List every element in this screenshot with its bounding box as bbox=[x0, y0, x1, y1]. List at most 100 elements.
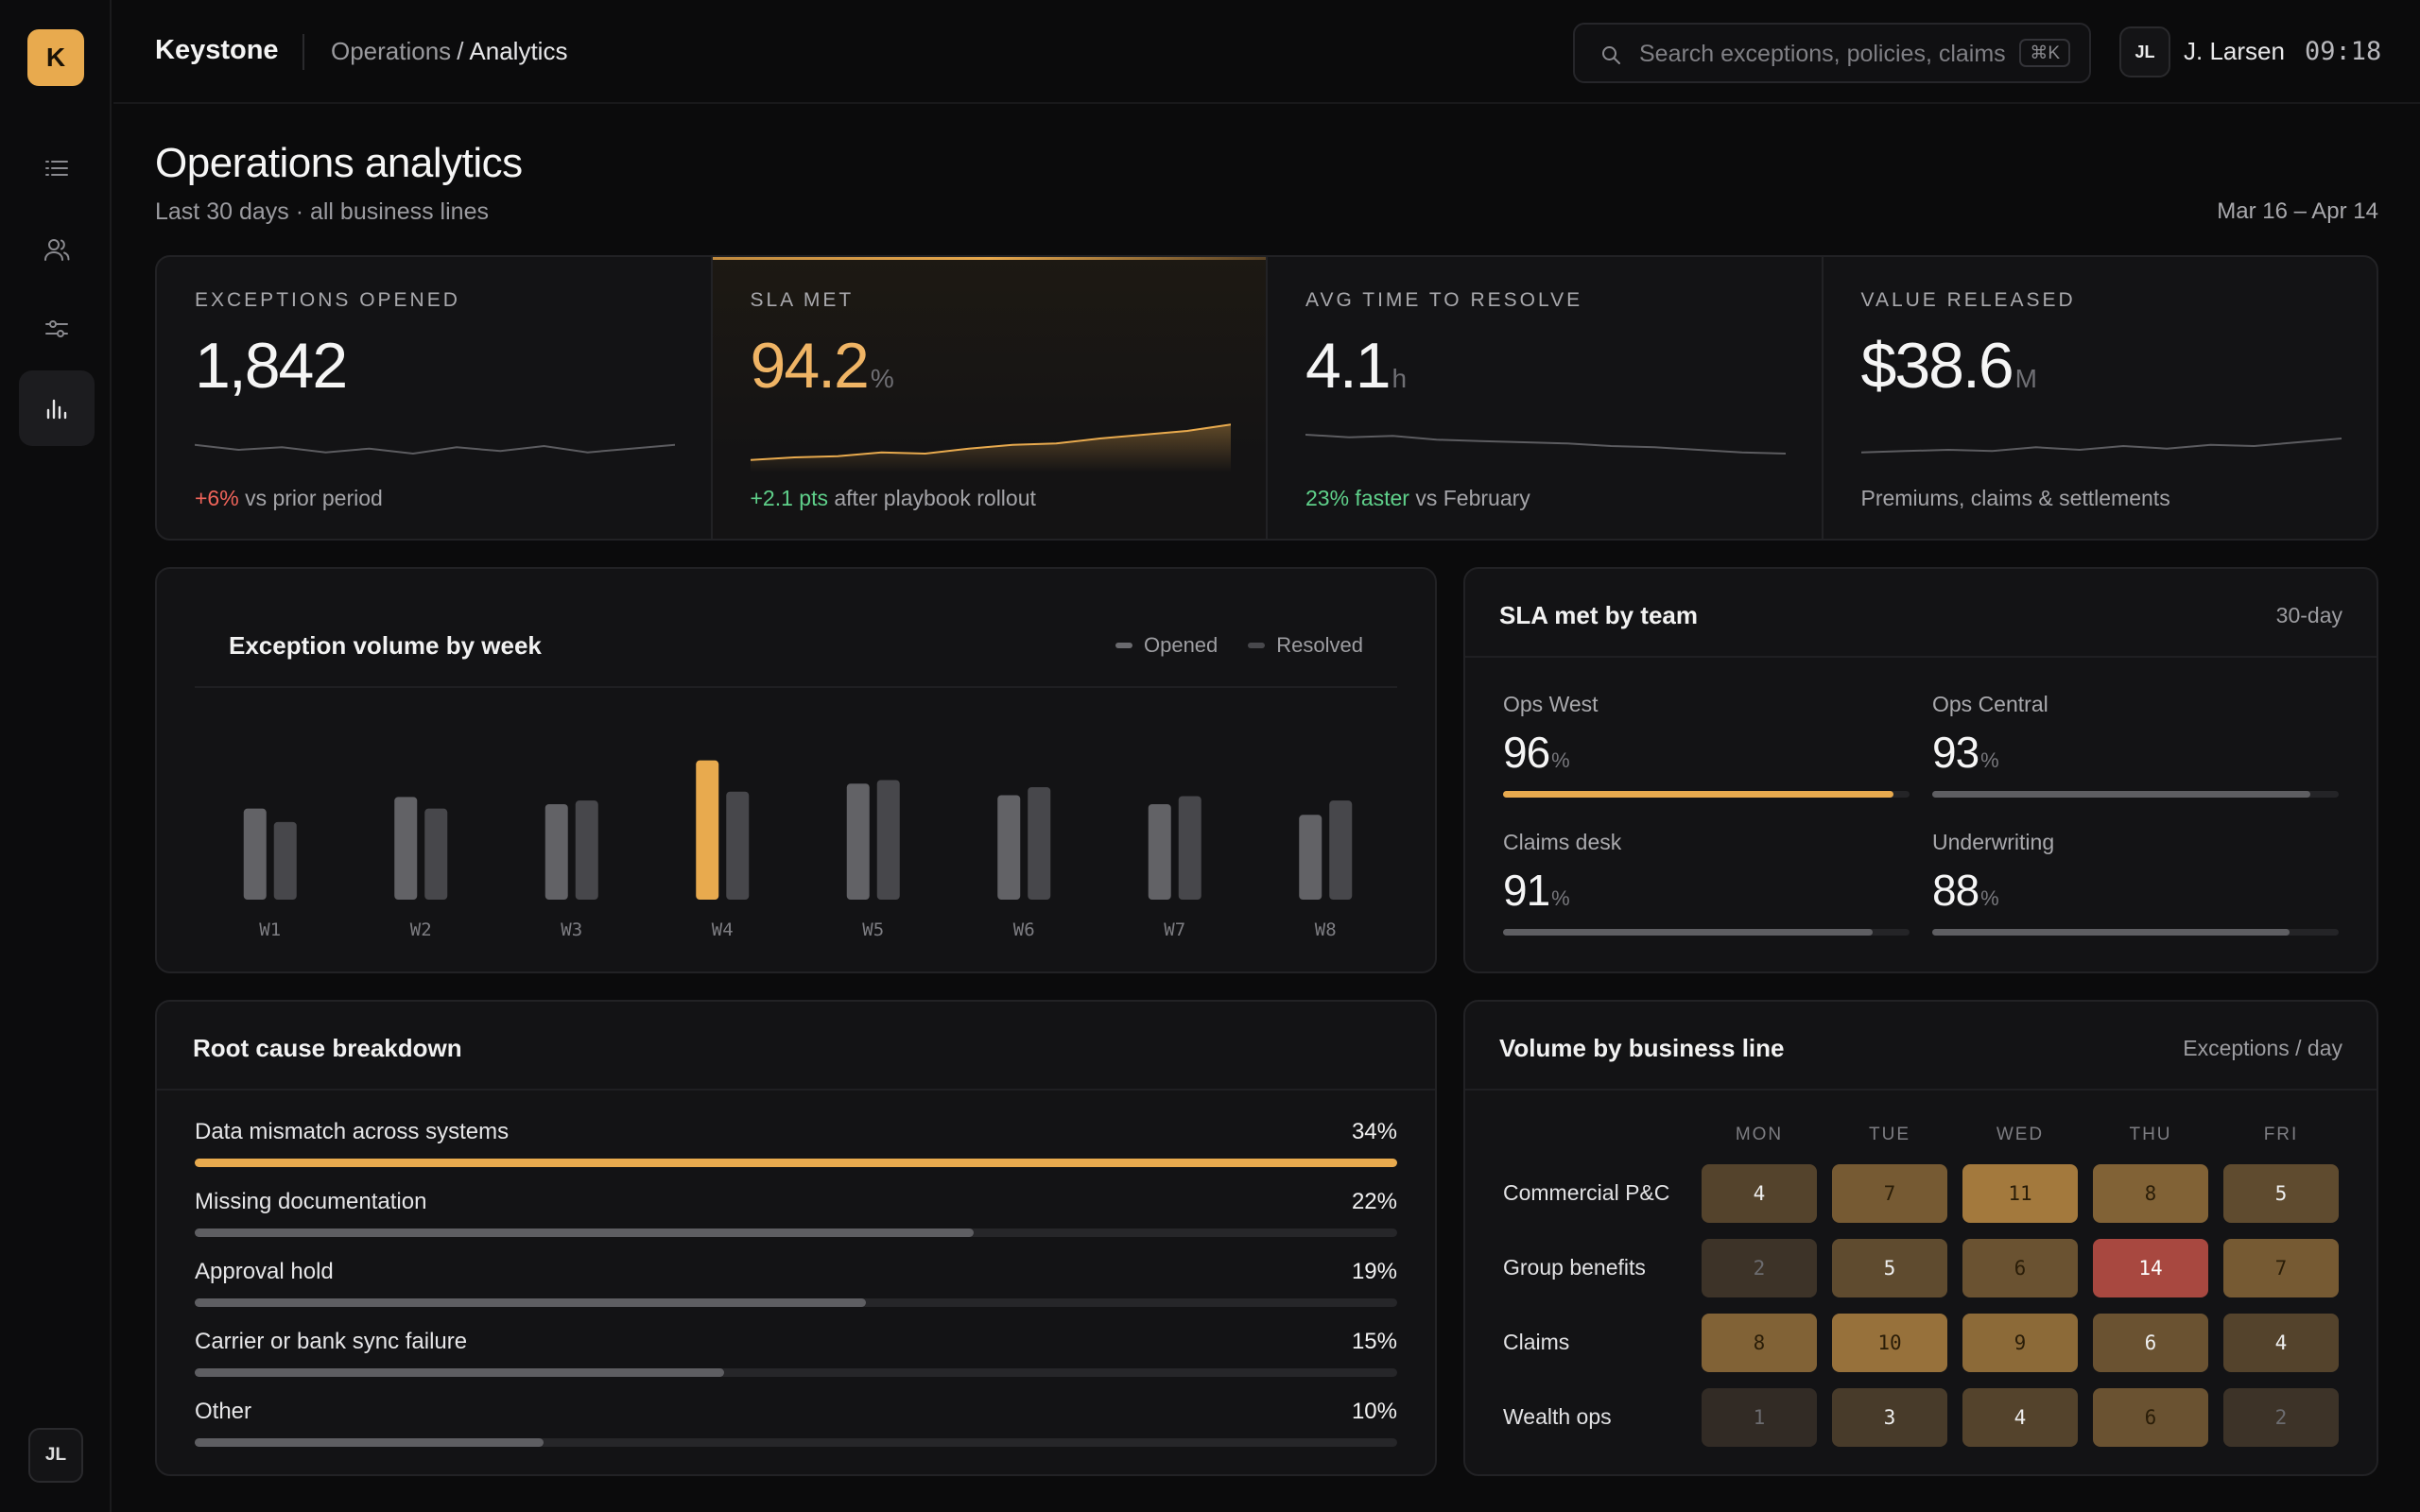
user-avatar[interactable]: JL bbox=[2119, 26, 2170, 77]
bar-resolved-w5[interactable] bbox=[876, 780, 900, 900]
bar-opened-w2[interactable] bbox=[394, 797, 418, 900]
root-cause-row[interactable]: Data mismatch across systems 34% bbox=[195, 1119, 1397, 1167]
heatmap-row-label: Wealth ops bbox=[1503, 1404, 1612, 1429]
team-unit: % bbox=[1551, 748, 1570, 772]
bar-resolved-w4[interactable] bbox=[726, 791, 750, 900]
kpi-exceptions-opened[interactable]: EXCEPTIONS OPENED 1,842 +6% vs prior per… bbox=[157, 257, 713, 539]
team-unit: % bbox=[1980, 748, 1999, 772]
heatmap-cell[interactable]: 4 bbox=[2223, 1314, 2339, 1372]
bar-opened-w8[interactable] bbox=[1299, 815, 1322, 900]
root-cause-label: Data mismatch across systems bbox=[195, 1119, 510, 1144]
nav-users-button[interactable] bbox=[19, 212, 95, 287]
kpi-sparkline bbox=[1860, 438, 2342, 454]
root-cause-percent: 34% bbox=[1351, 1119, 1397, 1144]
team-number: 93 bbox=[1932, 728, 1979, 777]
heatmap-cell[interactable]: 4 bbox=[1962, 1388, 2078, 1447]
kpi-sparkline bbox=[195, 443, 675, 455]
root-cause-row[interactable]: Missing documentation 22% bbox=[195, 1189, 1397, 1237]
heatmap-cell[interactable]: 2 bbox=[2223, 1388, 2339, 1447]
kpi-sla-met[interactable]: SLA MET 94.2% +2.1 pts after playbook ro… bbox=[712, 257, 1268, 539]
breadcrumb-separator: / bbox=[457, 37, 464, 65]
root-cause-percent: 19% bbox=[1351, 1259, 1397, 1284]
heatmap-cell[interactable]: 9 bbox=[1962, 1314, 2078, 1372]
topbar-divider bbox=[302, 34, 304, 70]
card-header: SLA met by team 30-day bbox=[1465, 569, 2377, 658]
legend-resolved[interactable]: Resolved bbox=[1248, 633, 1363, 658]
breadcrumb-parent[interactable]: Operations bbox=[331, 37, 452, 65]
progress-track bbox=[195, 1228, 1397, 1237]
heatmap-cell[interactable]: 10 bbox=[1832, 1314, 1947, 1372]
app-logo[interactable]: K bbox=[27, 29, 84, 86]
kpi-value: 4.1 h bbox=[1305, 329, 1407, 403]
team-name: Ops West bbox=[1503, 692, 1599, 716]
progress-fill bbox=[195, 1368, 724, 1377]
heatmap-cell[interactable]: 7 bbox=[2223, 1239, 2339, 1297]
bar-resolved-w8[interactable] bbox=[1329, 800, 1353, 900]
sidebar-avatar[interactable]: JL bbox=[28, 1428, 83, 1483]
bar-resolved-w2[interactable] bbox=[424, 808, 448, 900]
bar-opened-w4[interactable] bbox=[696, 760, 719, 900]
team-value: 91% bbox=[1503, 865, 1910, 916]
team-claims-desk[interactable]: Claims desk 91% bbox=[1503, 830, 1910, 936]
heatmap-cell[interactable]: 7 bbox=[1832, 1164, 1947, 1223]
kpi-label: SLA MET bbox=[750, 289, 855, 311]
root-cause-row[interactable]: Carrier or bank sync failure 15% bbox=[195, 1329, 1397, 1377]
card-unit[interactable]: Exceptions / day bbox=[2183, 1036, 2342, 1060]
nav-analytics-button[interactable] bbox=[19, 370, 95, 446]
card-title: Volume by business line bbox=[1499, 1034, 1785, 1062]
sla-by-team-card: SLA met by team 30-day Ops West 96% Ops … bbox=[1463, 567, 2378, 973]
bar-chart-icon bbox=[46, 399, 67, 420]
progress-fill bbox=[1503, 791, 1893, 798]
kpi-strip: EXCEPTIONS OPENED 1,842 +6% vs prior per… bbox=[155, 255, 2378, 541]
root-cause-label: Approval hold bbox=[195, 1259, 334, 1284]
user-name[interactable]: J. Larsen bbox=[2184, 37, 2285, 65]
search-icon bbox=[1602, 46, 1620, 64]
heatmap-cell[interactable]: 5 bbox=[1832, 1239, 1947, 1297]
heatmap-cell[interactable]: 3 bbox=[1832, 1388, 1947, 1447]
heatmap-cell[interactable]: 6 bbox=[1962, 1239, 2078, 1297]
heatmap-cell[interactable]: 8 bbox=[2093, 1164, 2208, 1223]
heatmap-cell[interactable]: 5 bbox=[2223, 1164, 2339, 1223]
search-input[interactable]: Search exceptions, policies, claims ⌘K bbox=[1573, 23, 2091, 83]
team-ops-central[interactable]: Ops Central 93% bbox=[1932, 692, 2339, 798]
heatmap-cell[interactable]: 1 bbox=[1702, 1388, 1817, 1447]
legend-label: Resolved bbox=[1276, 633, 1363, 657]
bar-resolved-w6[interactable] bbox=[1028, 787, 1051, 900]
kpi-value-released[interactable]: VALUE RELEASED $38.6 M Premiums, claims &… bbox=[1824, 257, 2377, 539]
bar-resolved-w1[interactable] bbox=[273, 821, 297, 900]
root-cause-row[interactable]: Other 10% bbox=[195, 1399, 1397, 1447]
bar-opened-w1[interactable] bbox=[243, 808, 267, 900]
nav-settings-button[interactable] bbox=[19, 291, 95, 367]
kpi-avg-time-to-resolve[interactable]: AVG TIME TO RESOLVE 4.1 h 23% faster vs F… bbox=[1268, 257, 1824, 539]
team-ops-west[interactable]: Ops West 96% bbox=[1503, 692, 1910, 798]
heatmap-cell[interactable]: 6 bbox=[2093, 1388, 2208, 1447]
heatmap-cell[interactable]: 6 bbox=[2093, 1314, 2208, 1372]
team-name: Underwriting bbox=[1932, 830, 2055, 854]
heatmap-cell[interactable]: 8 bbox=[1702, 1314, 1817, 1372]
bar-opened-w3[interactable] bbox=[544, 803, 568, 900]
x-tick-label: W5 bbox=[862, 919, 884, 940]
kpi-label: AVG TIME TO RESOLVE bbox=[1305, 289, 1583, 311]
heatmap-day-header: WED bbox=[1996, 1125, 2045, 1144]
heatmap-cell[interactable]: 11 bbox=[1962, 1164, 2078, 1223]
date-range[interactable]: Mar 16 – Apr 14 bbox=[2217, 198, 2378, 224]
page-title: Operations analytics bbox=[155, 140, 523, 186]
kpi-footnote: +6% vs prior period bbox=[195, 486, 383, 511]
heatmap-cell[interactable]: 14 bbox=[2093, 1239, 2208, 1297]
bar-opened-w6[interactable] bbox=[997, 795, 1021, 901]
team-underwriting[interactable]: Underwriting 88% bbox=[1932, 830, 2339, 936]
card-period[interactable]: 30-day bbox=[2275, 603, 2342, 627]
kpi-footnote: Premiums, claims & settlements bbox=[1861, 486, 2170, 511]
bar-opened-w7[interactable] bbox=[1148, 803, 1171, 900]
nav-list-button[interactable] bbox=[19, 130, 95, 206]
heatmap-cell[interactable]: 2 bbox=[1702, 1239, 1817, 1297]
legend-opened[interactable]: Opened bbox=[1115, 633, 1218, 658]
team-number: 88 bbox=[1932, 866, 1979, 915]
bar-opened-w5[interactable] bbox=[846, 783, 870, 900]
progress-fill bbox=[1932, 929, 2290, 936]
bar-resolved-w3[interactable] bbox=[575, 800, 598, 900]
business-line-heatmap-card: Volume by business line Exceptions / day… bbox=[1463, 1000, 2378, 1476]
root-cause-row[interactable]: Approval hold 19% bbox=[195, 1259, 1397, 1307]
bar-resolved-w7[interactable] bbox=[1178, 796, 1201, 900]
heatmap-cell[interactable]: 4 bbox=[1702, 1164, 1817, 1223]
